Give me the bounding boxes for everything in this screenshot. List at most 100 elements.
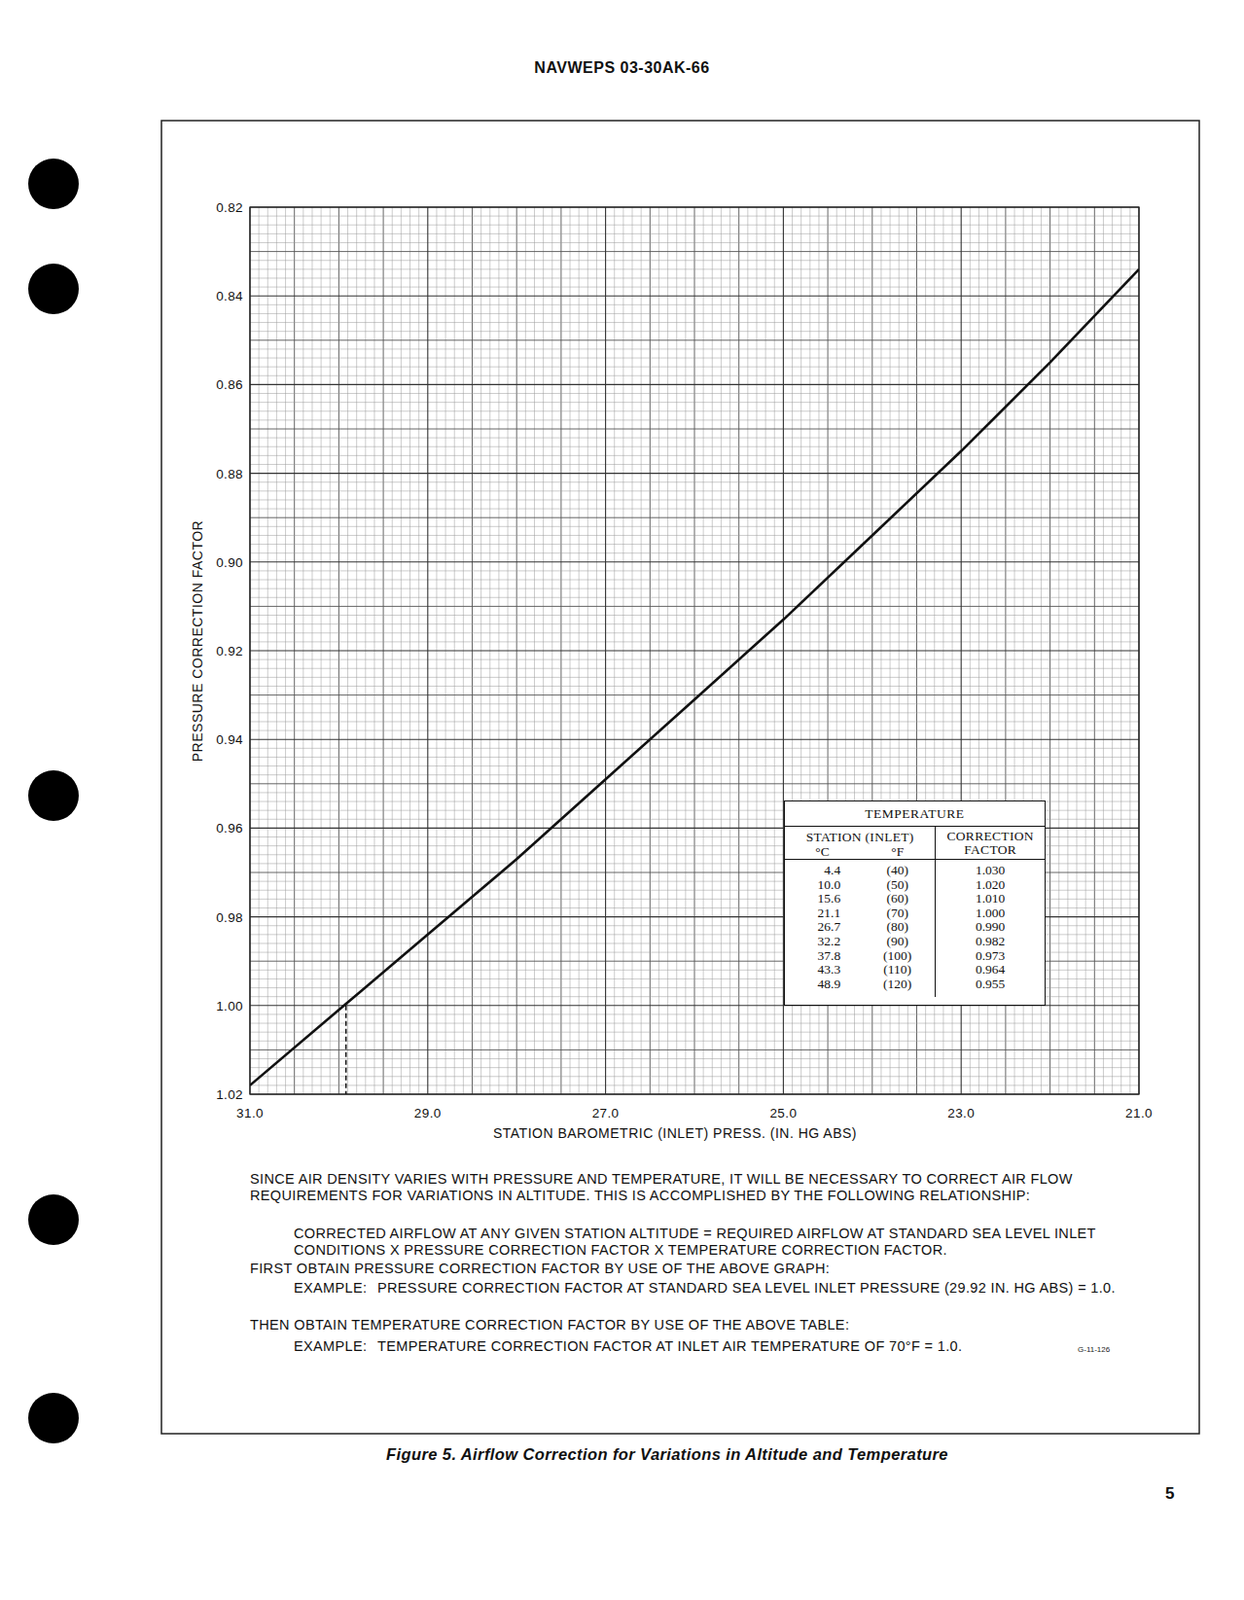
minor-grid-line xyxy=(249,1031,1139,1033)
minor-grid-line xyxy=(249,774,1139,776)
minor-grid-line xyxy=(249,410,1139,412)
minor-grid-line xyxy=(249,224,1139,226)
minor-grid-line xyxy=(249,321,1139,323)
reference-line xyxy=(345,1005,348,1095)
table-cell: 21.1 xyxy=(784,906,860,922)
y-axis-title: PRESSURE CORRECTION FACTOR xyxy=(189,520,206,762)
table-cell xyxy=(784,991,936,997)
y-tick-label: 0.98 xyxy=(215,910,244,925)
minor-grid-line xyxy=(249,588,1139,590)
minor-grid-line xyxy=(249,676,1139,678)
minor-grid-line xyxy=(249,366,1139,368)
minor-grid-line xyxy=(249,730,1139,732)
y-tick-label: 1.00 xyxy=(215,998,244,1014)
table-cell: (80) xyxy=(859,920,936,935)
step2-text: THEN OBTAIN TEMPERATURE CORRECTION FACTO… xyxy=(249,1316,1126,1334)
minor-grid-line xyxy=(249,286,1139,288)
y-tick-label: 0.88 xyxy=(215,466,244,482)
minor-grid-line xyxy=(249,694,1139,696)
minor-grid-line xyxy=(249,437,1139,439)
major-grid-line xyxy=(249,561,1139,563)
plot-background xyxy=(249,207,1139,1095)
minor-grid-line xyxy=(249,765,1139,767)
minor-grid-line xyxy=(249,791,1139,793)
table-cell: TEMPERATURE xyxy=(784,801,1045,827)
minor-grid-line xyxy=(249,259,1139,261)
major-grid-line xyxy=(249,649,1139,651)
minor-grid-line xyxy=(249,508,1139,510)
minor-grid-line xyxy=(249,668,1139,670)
minor-grid-line xyxy=(249,703,1139,705)
minor-grid-line xyxy=(249,313,1139,315)
table-row: 15.6(60)1.010 xyxy=(784,891,1045,907)
table-cell: 4.4 xyxy=(784,859,860,879)
example-block: EXAMPLE:PRESSURE CORRECTION FACTOR AT ST… xyxy=(293,1279,1140,1297)
major-grid-line xyxy=(249,384,1139,386)
table-row: 10.0(50)1.020 xyxy=(784,878,1045,893)
minor-grid-line xyxy=(249,250,1139,252)
x-tick-label: 29.0 xyxy=(414,1105,442,1121)
temperature-table: TEMPERATURESTATION (INLET)CORRECTION FAC… xyxy=(783,800,1046,1006)
minor-grid-line xyxy=(249,579,1139,581)
minor-grid-line xyxy=(249,526,1139,528)
y-tick-label: 0.84 xyxy=(215,288,244,304)
x-tick-label: 21.0 xyxy=(1125,1105,1153,1121)
page-frame xyxy=(161,120,1200,1434)
table-cell: (70) xyxy=(859,906,936,922)
table-cell: (40) xyxy=(859,859,936,879)
table-cell: (110) xyxy=(859,962,936,978)
table-cell: 37.8 xyxy=(784,949,860,964)
minor-grid-line xyxy=(249,782,1139,784)
minor-grid-line xyxy=(249,481,1139,483)
table-cell: CORRECTION FACTOR xyxy=(935,826,1045,860)
drawing-code: G-11-126 xyxy=(1077,1345,1110,1354)
minor-grid-line xyxy=(249,1066,1139,1068)
example-label: EXAMPLE: xyxy=(293,1338,378,1355)
chart: 0.820.840.860.880.900.920.940.960.981.00… xyxy=(189,200,1153,1141)
binder-hole xyxy=(28,158,79,210)
y-tick-label: 0.86 xyxy=(215,377,244,392)
table-cell: 10.0 xyxy=(784,878,860,893)
table-row: 37.8(100)0.973 xyxy=(784,949,1045,964)
table-cell: 0.982 xyxy=(935,934,1045,950)
minor-grid-line xyxy=(249,756,1139,758)
y-tick-label: 0.92 xyxy=(215,643,244,659)
minor-grid-line xyxy=(249,375,1139,377)
table-row: STATION (INLET)CORRECTION FACTOR xyxy=(784,826,1045,847)
minor-grid-line xyxy=(249,1075,1139,1077)
minor-grid-line xyxy=(249,339,1139,341)
table-cell: °F xyxy=(859,845,936,860)
y-tick-label: 0.82 xyxy=(215,200,244,215)
table-row xyxy=(784,991,1045,997)
table-row: 21.1(70)1.000 xyxy=(784,906,1045,922)
minor-grid-line xyxy=(249,1013,1139,1015)
table-row: 43.3(110)0.964 xyxy=(784,962,1045,978)
table-cell: 15.6 xyxy=(784,891,860,907)
minor-grid-line xyxy=(249,711,1139,713)
minor-grid-line xyxy=(249,428,1139,430)
example-text: TEMPERATURE CORRECTION FACTOR AT INLET A… xyxy=(377,1338,1140,1355)
minor-grid-line xyxy=(249,614,1139,616)
minor-grid-line xyxy=(249,242,1139,244)
minor-grid-line xyxy=(249,605,1139,607)
example-label: EXAMPLE: xyxy=(293,1279,378,1297)
binder-hole xyxy=(28,263,79,315)
minor-grid-line xyxy=(249,446,1139,448)
table-cell: 26.7 xyxy=(784,920,860,935)
table-cell: (60) xyxy=(859,891,936,907)
minor-grid-line xyxy=(249,623,1139,625)
minor-grid-line xyxy=(249,304,1139,306)
minor-grid-line xyxy=(249,1040,1139,1042)
minor-grid-line xyxy=(249,569,1139,571)
table-row: 4.4(40)1.030 xyxy=(784,859,1045,879)
intro-text: SINCE AIR DENSITY VARIES WITH PRESSURE A… xyxy=(249,1171,1126,1205)
table-row: 32.2(90)0.982 xyxy=(784,934,1045,950)
minor-grid-line xyxy=(249,392,1139,394)
x-tick-label: 23.0 xyxy=(947,1105,975,1121)
relationship-text: CORRECTED AIRFLOW AT ANY GIVEN STATION A… xyxy=(293,1225,1140,1259)
minor-grid-line xyxy=(249,330,1139,332)
x-axis-title: STATION BAROMETRIC (INLET) PRESS. (IN. H… xyxy=(493,1125,857,1141)
major-grid-line xyxy=(249,739,1139,741)
binder-hole xyxy=(28,770,79,821)
minor-grid-line xyxy=(249,1049,1139,1051)
